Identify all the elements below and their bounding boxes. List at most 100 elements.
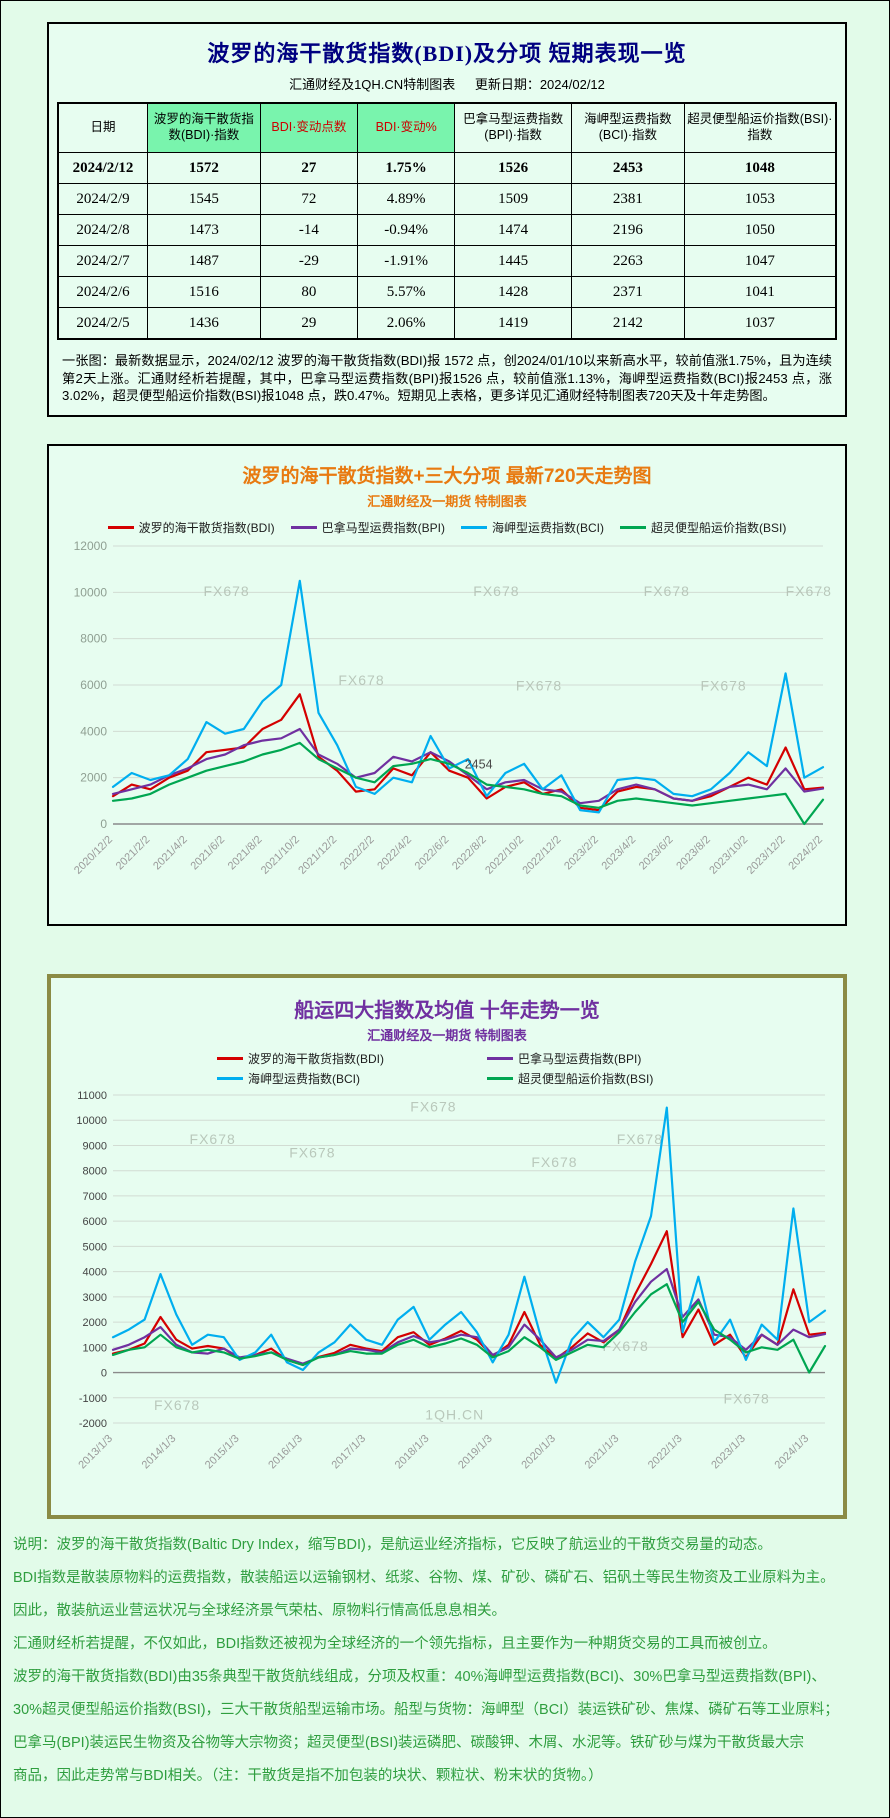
- table-cell: 1516: [146, 276, 261, 308]
- table-row: 2024/2/12 1572 27 1.75% 1526 2453 1048: [57, 152, 837, 184]
- legend-label: 巴拿马型运费指数(BPI): [518, 1052, 642, 1066]
- table-cell: 1572: [146, 152, 261, 184]
- y-axis-tick-label: 1000: [83, 1342, 107, 1354]
- x-axis-tick-label: 2022/4/2: [375, 834, 414, 873]
- x-axis-tick-label: 2016/1/3: [266, 1433, 305, 1472]
- legend-item: 海岬型运费指数(BCI): [217, 1070, 447, 1087]
- x-axis-tick-label: 2023/12/2: [745, 834, 788, 877]
- y-axis-tick-label: 7000: [83, 1191, 107, 1203]
- series-line-0: [111, 1230, 827, 1367]
- table-cell: 72: [259, 183, 359, 215]
- table-cell: 2263: [570, 245, 685, 277]
- table-cell: 1.75%: [357, 152, 456, 184]
- y-axis-tick-label: 4000: [80, 724, 107, 738]
- legend-item: 超灵便型船运价指数(BSI): [620, 519, 786, 536]
- legend-line-swatch: [487, 1057, 513, 1060]
- y-axis-tick-label: 6000: [80, 678, 107, 692]
- explanation-line: BDI指数是散装原物料的运费指数，散装船运以运输钢材、纸浆、谷物、煤、矿砂、磷矿…: [13, 1570, 835, 1586]
- x-axis-tick-label: 2023/8/2: [674, 834, 713, 873]
- explanation-line: 因此，散装航运业营运状况与全球经济景气荣枯、原物料行情高低息息相关。: [13, 1603, 506, 1619]
- watermark-text: FX678: [338, 672, 384, 688]
- table-cell: 2381: [570, 183, 685, 215]
- x-axis-tick-label: 2021/12/2: [296, 834, 339, 877]
- table-cell: 27: [259, 152, 359, 184]
- table-cell: 2024/2/9: [57, 183, 148, 215]
- table-cell: 80: [259, 276, 359, 308]
- series-line-2: [111, 579, 825, 814]
- chart-720day-subtitle: 汇通财经及一期货 特制图表: [367, 494, 527, 509]
- y-axis-tick-label: 3000: [83, 1292, 107, 1304]
- x-axis-tick-label: 2014/1/3: [140, 1433, 179, 1472]
- watermark-text: FX678: [724, 1390, 770, 1406]
- x-axis-tick-label: 2023/1/3: [709, 1433, 748, 1472]
- watermark-text: FX678: [786, 583, 832, 599]
- legend-label: 海岬型运费指数(BCI): [248, 1072, 360, 1086]
- x-axis-tick-label: 2023/4/2: [600, 834, 639, 873]
- watermark-text: FX678: [700, 678, 746, 694]
- source-label: 汇通财经及1QH.CN特制图表: [289, 77, 456, 92]
- y-axis-tick-label: -2000: [79, 1418, 107, 1430]
- table-cell: 1509: [454, 183, 572, 215]
- legend-label: 超灵便型船运价指数(BSI): [518, 1072, 654, 1086]
- legend-item: 巴拿马型运费指数(BPI): [290, 519, 445, 536]
- table-cell: 1037: [683, 307, 837, 340]
- table-cell: -14: [259, 214, 359, 246]
- legend-label: 波罗的海干散货指数(BDI): [138, 521, 275, 535]
- table-header-cell: 海岬型运费指数(BCI)·指数: [570, 102, 685, 153]
- table-header-cell: BDI·变动%: [357, 102, 456, 153]
- watermark-text: FX678: [531, 1154, 577, 1170]
- y-axis-tick-label: 0: [100, 817, 107, 831]
- chart-720day-section: 波罗的海干散货指数+三大分项 最新720天走势图 汇通财经及一期货 特制图表 波…: [47, 444, 847, 926]
- watermark-text: FX678: [603, 1338, 649, 1354]
- table-cell: 4.89%: [357, 183, 456, 215]
- watermark-text: FX678: [617, 1131, 663, 1147]
- legend-label: 巴拿马型运费指数(BPI): [321, 521, 445, 535]
- y-axis-tick-label: 0: [101, 1368, 107, 1380]
- table-cell: 2196: [570, 214, 685, 246]
- legend-line-swatch: [107, 526, 134, 529]
- table-cell: 1050: [683, 214, 837, 246]
- chart-10year-subtitle: 汇通财经及一期货 特制图表: [367, 1028, 527, 1043]
- y-axis-tick-label: 8000: [83, 1166, 107, 1178]
- table-cell: 2024/2/8: [57, 214, 148, 246]
- legend-line-swatch: [290, 526, 317, 529]
- watermark-text: FX678: [190, 1131, 236, 1147]
- x-axis-tick-label: 2022/1/3: [646, 1433, 685, 1472]
- y-axis-tick-label: 10000: [76, 1115, 107, 1127]
- y-axis-tick-label: 9000: [83, 1140, 107, 1152]
- x-axis-tick-label: 2022/8/2: [450, 834, 489, 873]
- x-axis-tick-label: 2020/12/2: [72, 834, 115, 877]
- y-axis-tick-label: 10000: [74, 585, 108, 599]
- y-axis-tick-label: -1000: [79, 1393, 107, 1405]
- series-line-3: [111, 1283, 827, 1374]
- x-axis-tick-label: 2015/1/3: [203, 1433, 242, 1472]
- chart-10year-legend: 波罗的海干散货指数(BDI) 巴拿马型运费指数(BPI) 海岬型运费指数(BCI) 超…: [177, 1050, 717, 1087]
- table-cell: 5.57%: [357, 276, 456, 308]
- x-axis-tick-label: 2023/2/2: [562, 834, 601, 873]
- watermark-text: FX678: [410, 1098, 456, 1114]
- x-axis-tick-label: 2022/2/2: [338, 834, 377, 873]
- legend-line-swatch: [620, 526, 646, 529]
- watermark-text: FX678: [473, 583, 519, 599]
- table-cell: 1436: [146, 307, 261, 340]
- watermark-text: FX678: [154, 1397, 200, 1413]
- x-axis-tick-label: 2022/10/2: [483, 834, 526, 877]
- legend-item: 海岬型运费指数(BCI): [461, 519, 604, 536]
- table-cell: 2024/2/5: [57, 307, 148, 340]
- table-cell: 1545: [146, 183, 261, 215]
- chart-10year-canvas: -2000 -1000 0 1000 2000 3000 4000 5000 6000 7000 8…: [76, 1090, 827, 1472]
- chart-720day-canvas: 0 2000 4000 6000 8000 10000 12000 FX678 FX678 FX6…: [72, 539, 832, 877]
- table-cell: 2453: [570, 152, 685, 184]
- legend-item: 波罗的海干散货指数(BDI): [217, 1050, 447, 1067]
- table-cell: 2024/2/7: [57, 245, 148, 277]
- x-axis-tick-label: 2017/1/3: [330, 1433, 369, 1472]
- y-axis-tick-label: 12000: [74, 539, 108, 553]
- x-axis-tick-label: 2024/1/3: [773, 1433, 812, 1472]
- table-head: 日期 波罗的海干散货指数(BDI)·指数 BDI·变动点数 BDI·变动% 巴拿马型运费…: [57, 102, 837, 153]
- table-cell: -1.91%: [357, 245, 456, 277]
- legend-line-swatch: [217, 1057, 243, 1060]
- watermark-text: FX678: [203, 583, 249, 599]
- x-axis-tick-label: 2013/1/3: [76, 1433, 115, 1472]
- table-row: 2024/2/6 1516 80 5.57% 1428 2371 1041: [57, 276, 837, 308]
- x-axis-tick-label: 2021/8/2: [226, 834, 265, 873]
